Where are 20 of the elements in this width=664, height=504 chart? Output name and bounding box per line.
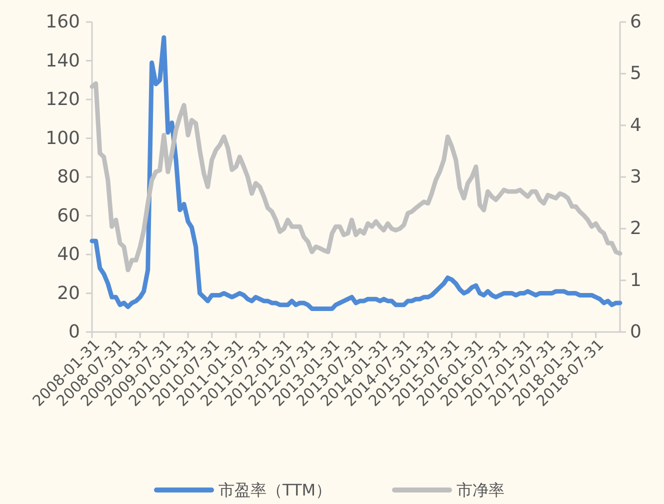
y2-tick-label: 4	[630, 114, 642, 136]
y-tick-label: 100	[46, 128, 80, 149]
y-tick-label: 140	[46, 50, 80, 72]
y2-tick-label: 5	[630, 63, 642, 84]
y-tick-label: 60	[57, 205, 80, 226]
y2-tick-label: 2	[630, 218, 642, 240]
y-tick-label: 120	[46, 89, 80, 110]
legend-label: 市盈率（TTM）	[218, 480, 332, 500]
line-series	[90, 81, 622, 272]
y-tick-label: 160	[46, 12, 80, 32]
y-tick-label: 40	[57, 244, 80, 265]
legend-label: 市净率	[456, 480, 504, 500]
y-tick-label: 20	[57, 282, 80, 304]
y-tick-label: 0	[68, 322, 80, 342]
y2-tick-label: 6	[630, 12, 642, 32]
line-series	[90, 35, 622, 311]
y2-tick-label: 1	[630, 270, 642, 291]
y2-tick-label: 3	[630, 166, 642, 188]
y2-tick-label: 0	[630, 322, 642, 342]
y-tick-label: 80	[57, 166, 80, 188]
